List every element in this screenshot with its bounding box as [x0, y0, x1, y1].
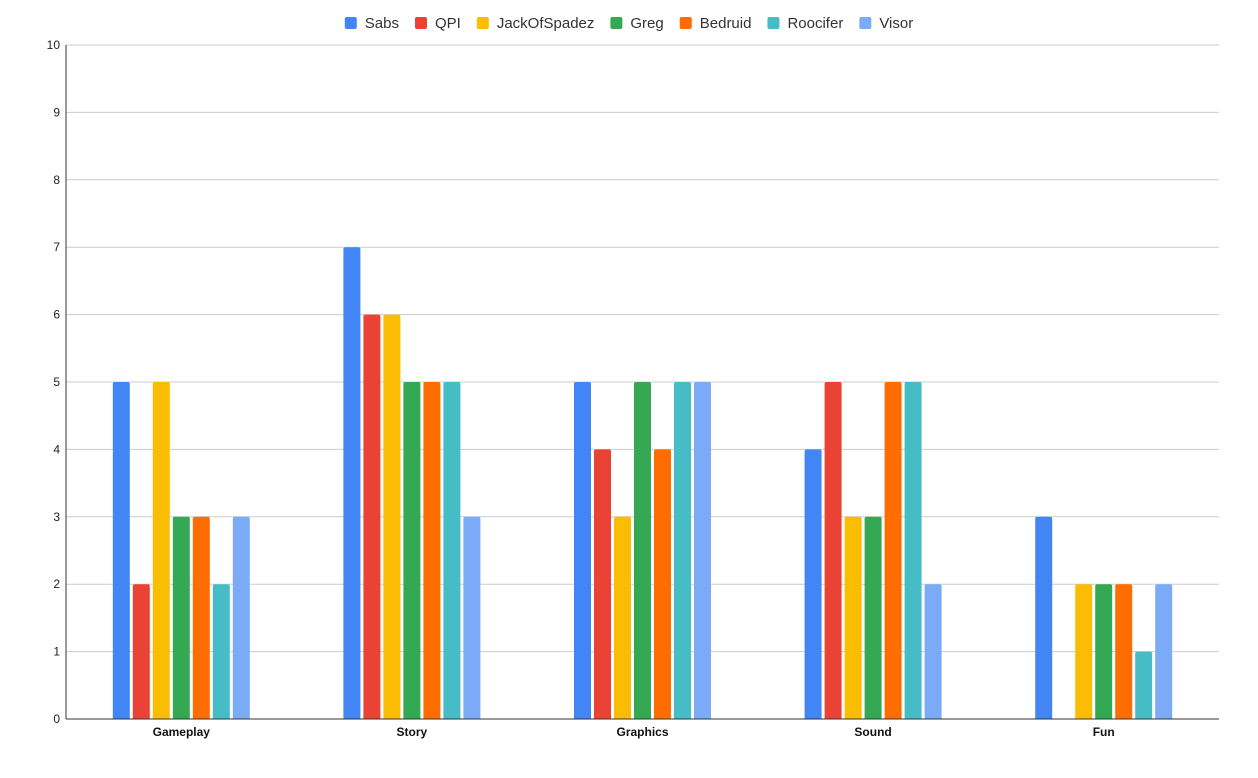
bar-qpi-story: [363, 314, 381, 719]
legend-swatch: [610, 17, 623, 29]
bar-qpi-graphics: [594, 449, 611, 719]
bar-visor-fun: [1155, 584, 1173, 719]
x-tick-label: Sound: [854, 725, 891, 739]
bar-sabs-fun: [1035, 516, 1053, 719]
y-tick-label: 2: [53, 577, 60, 591]
legend-item-jackofspadez[interactable]: JackOfSpadez: [476, 15, 595, 32]
y-tick-label: 8: [53, 173, 60, 187]
bar-sabs-graphics: [574, 382, 591, 719]
bar-visor-story: [463, 516, 481, 719]
y-axis-ticks: 0 1 2 3 4 5 6 7 8 9 10: [47, 38, 61, 726]
y-tick-label: 10: [47, 38, 61, 52]
legend: Sabs QPI JackOfSpadez Greg Bedruid Roocifer Vi…: [344, 15, 913, 32]
legend-label: Visor: [879, 15, 913, 32]
legend-label: Bedruid: [700, 15, 752, 32]
legend-swatch: [344, 17, 357, 29]
bar-sabs-sound: [804, 449, 822, 719]
bar-sabs-gameplay: [112, 382, 130, 719]
bar-greg-gameplay: [172, 516, 190, 719]
y-tick-label: 6: [53, 308, 60, 322]
y-tick-label: 9: [53, 105, 60, 119]
bar-jackofspadez-fun: [1075, 584, 1093, 719]
bar-sabs-story: [343, 247, 361, 719]
bar-jackofspadez-gameplay: [152, 382, 170, 719]
x-axis-ticks: Gameplay Story Graphics Sound Fun: [153, 725, 1115, 739]
x-tick-label: Story: [397, 725, 428, 739]
bars: [112, 247, 1173, 719]
bar-roocifer-story: [443, 382, 461, 719]
bar-roocifer-fun: [1135, 651, 1153, 719]
bar-greg-graphics: [634, 382, 651, 719]
legend-item-visor[interactable]: Visor: [859, 15, 913, 32]
legend-label: Roocifer: [787, 15, 843, 32]
bar-roocifer-sound: [904, 382, 922, 719]
bar-greg-story: [403, 382, 421, 719]
x-tick-label: Gameplay: [153, 725, 211, 739]
legend-item-greg[interactable]: Greg: [610, 15, 664, 32]
legend-swatch: [476, 17, 489, 29]
bar-jackofspadez-story: [383, 314, 401, 719]
x-tick-label: Fun: [1093, 725, 1115, 739]
bar-visor-sound: [924, 584, 942, 719]
legend-label: Greg: [630, 15, 663, 32]
bar-bedruid-gameplay: [192, 516, 210, 719]
bar-roocifer-graphics: [674, 382, 691, 719]
legend-swatch: [767, 17, 780, 29]
bar-bedruid-fun: [1115, 584, 1133, 719]
legend-label: Sabs: [365, 15, 399, 32]
bar-qpi-sound: [824, 382, 842, 719]
axes: [65, 45, 1219, 720]
y-tick-label: 4: [53, 442, 60, 456]
legend-swatch: [414, 17, 427, 29]
y-tick-label: 1: [53, 645, 60, 659]
legend-swatch: [679, 17, 692, 29]
bar-roocifer-gameplay: [212, 584, 230, 719]
bar-bedruid-graphics: [654, 449, 671, 719]
legend-item-sabs[interactable]: Sabs: [344, 15, 399, 32]
y-tick-label: 3: [53, 510, 60, 524]
bar-greg-sound: [864, 516, 882, 719]
legend-label: JackOfSpadez: [497, 15, 595, 32]
bar-jackofspadez-graphics: [614, 516, 631, 719]
bar-visor-graphics: [694, 382, 711, 719]
legend-item-roocifer[interactable]: Roocifer: [767, 15, 843, 32]
legend-item-qpi[interactable]: QPI: [414, 15, 461, 32]
bar-greg-fun: [1095, 584, 1113, 719]
y-tick-label: 0: [53, 712, 60, 726]
y-tick-label: 7: [53, 240, 60, 254]
bar-visor-gameplay: [232, 516, 250, 719]
bar-bedruid-sound: [884, 382, 902, 719]
legend-item-bedruid[interactable]: Bedruid: [679, 15, 752, 32]
bar-bedruid-story: [423, 382, 441, 719]
bar-jackofspadez-sound: [844, 516, 862, 719]
x-tick-label: Graphics: [616, 725, 668, 739]
legend-label: QPI: [435, 15, 461, 32]
legend-swatch: [859, 17, 872, 29]
bar-qpi-gameplay: [132, 584, 150, 719]
y-tick-label: 5: [53, 375, 60, 389]
